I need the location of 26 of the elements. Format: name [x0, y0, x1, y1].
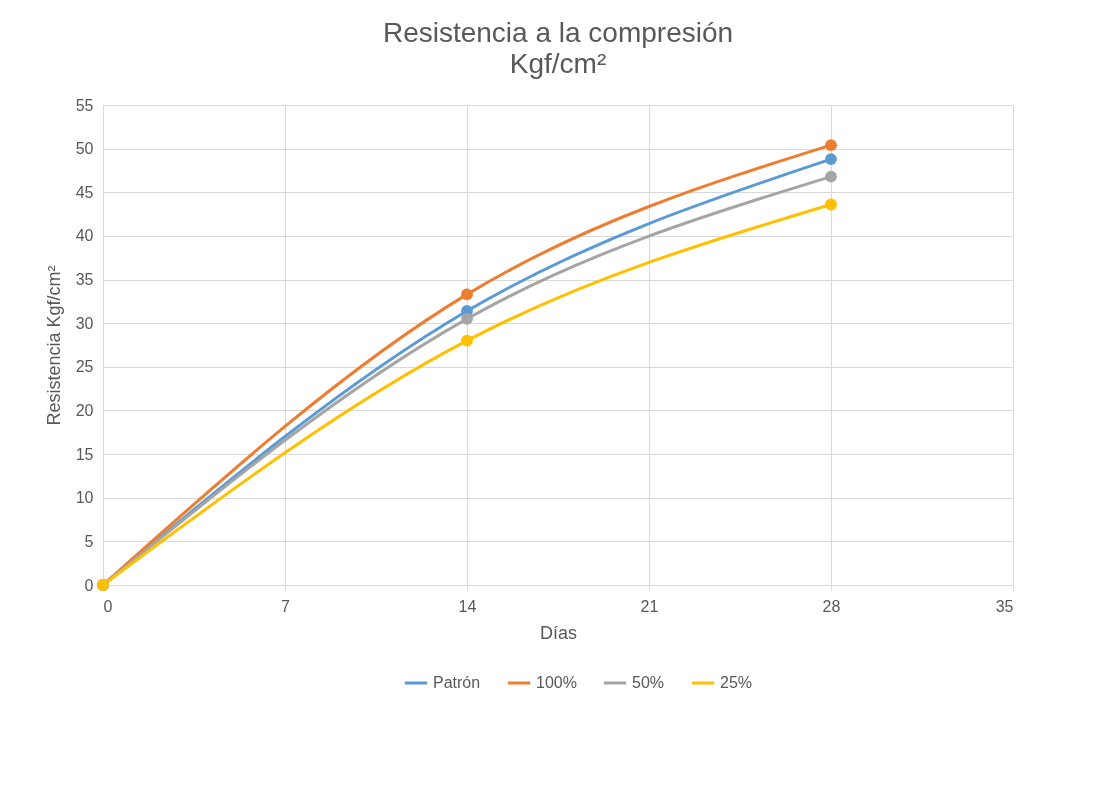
legend-label: Patrón	[433, 674, 481, 691]
y-tick-label: 35	[75, 271, 94, 289]
y-tick-label: 20	[75, 401, 94, 419]
y-tick-label: 15	[75, 445, 94, 463]
legend-label: 25%	[720, 674, 753, 691]
y-tick-label: 30	[75, 314, 94, 332]
x-tick-label: 35	[995, 597, 1014, 615]
x-tick-label: 14	[458, 597, 477, 615]
y-tick-label: 50	[75, 140, 94, 158]
y-tick-label: 40	[75, 227, 94, 245]
x-tick-label: 28	[822, 597, 841, 615]
y-tick-label: 25	[75, 358, 94, 376]
chart-title: Resistencia a la compresión	[382, 17, 734, 48]
y-tick-label: 5	[84, 532, 94, 550]
y-axis-title: Resistencia Kgf/cm²	[43, 265, 64, 426]
y-tick-label: 55	[75, 96, 94, 114]
legend-label: 100%	[536, 674, 577, 691]
x-axis-title: Días	[539, 622, 578, 643]
legend-label: 50%	[632, 674, 665, 691]
x-tick-label: 0	[103, 597, 113, 615]
y-tick-label: 10	[75, 489, 94, 507]
x-tick-label: 21	[640, 597, 659, 615]
x-tick-label: 7	[281, 597, 291, 615]
y-tick-label: 0	[84, 576, 94, 594]
chart-subtitle: Kgf/cm²	[509, 48, 607, 79]
y-tick-label: 45	[75, 183, 94, 201]
